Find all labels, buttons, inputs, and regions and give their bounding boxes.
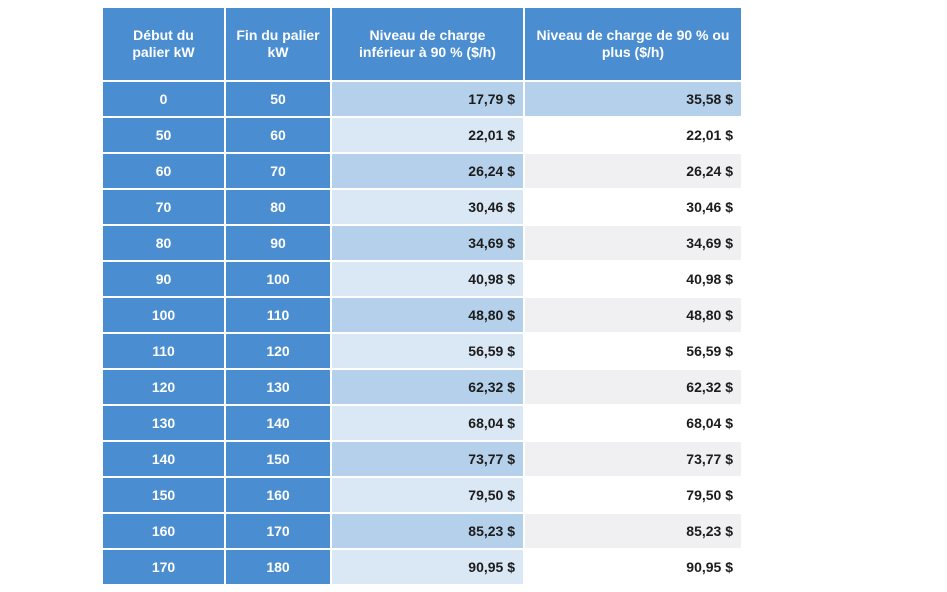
tier-start-cell: 50 [103,118,226,154]
rate-90-plus-cell: 40,98 $ [525,262,741,298]
tier-start-cell: 120 [103,370,226,406]
header-tier-end: Fin du palier kW [226,8,332,82]
rate-90-plus-cell: 62,32 $ [525,370,741,406]
header-tier-start: Début du palier kW [103,8,226,82]
tier-start-cell: 140 [103,442,226,478]
tier-end-cell: 60 [226,118,332,154]
table-header: Début du palier kW Fin du palier kW Nive… [103,8,741,82]
tier-end-cell: 110 [226,298,332,334]
rate-below-90-cell: 34,69 $ [332,226,525,262]
rate-90-plus-cell: 90,95 $ [525,550,741,586]
rate-below-90-cell: 68,04 $ [332,406,525,442]
table-body: 0 50 17,79 $35,58 $50 60 22,01 $22,01 $60 70 2… [103,82,741,586]
rate-below-90-cell: 73,77 $ [332,442,525,478]
tier-end-cell: 160 [226,478,332,514]
tier-start-cell: 150 [103,478,226,514]
tier-end-cell: 140 [226,406,332,442]
table-row: 120 130 62,32 $62,32 $ [103,370,741,406]
rate-below-90-cell: 17,79 $ [332,82,525,118]
tier-start-cell: 110 [103,334,226,370]
table-row: 160 170 85,23 $85,23 $ [103,514,741,550]
rate-90-plus-cell: 85,23 $ [525,514,741,550]
rate-below-90-cell: 79,50 $ [332,478,525,514]
rate-below-90-cell: 56,59 $ [332,334,525,370]
tier-end-cell: 80 [226,190,332,226]
table-row: 80 90 34,69 $34,69 $ [103,226,741,262]
tier-start-cell: 0 [103,82,226,118]
table-row: 170 180 90,95 $90,95 $ [103,550,741,586]
tier-end-cell: 150 [226,442,332,478]
tier-end-cell: 180 [226,550,332,586]
tier-start-cell: 60 [103,154,226,190]
table-row: 130 140 68,04 $68,04 $ [103,406,741,442]
tier-end-cell: 70 [226,154,332,190]
rate-below-90-cell: 30,46 $ [332,190,525,226]
rate-below-90-cell: 90,95 $ [332,550,525,586]
table-row: 60 70 26,24 $26,24 $ [103,154,741,190]
rate-90-plus-cell: 79,50 $ [525,478,741,514]
rate-90-plus-cell: 48,80 $ [525,298,741,334]
table-row: 140 150 73,77 $73,77 $ [103,442,741,478]
rate-90-plus-cell: 56,59 $ [525,334,741,370]
tier-start-cell: 170 [103,550,226,586]
rate-below-90-cell: 85,23 $ [332,514,525,550]
header-row: Début du palier kW Fin du palier kW Nive… [103,8,741,82]
header-rate-below-90: Niveau de charge inférieur à 90 % ($/h) [332,8,525,82]
tier-start-cell: 130 [103,406,226,442]
table-row: 0 50 17,79 $35,58 $ [103,82,741,118]
tier-end-cell: 50 [226,82,332,118]
table-row: 100 110 48,80 $48,80 $ [103,298,741,334]
table-row: 150 160 79,50 $79,50 $ [103,478,741,514]
rate-90-plus-cell: 68,04 $ [525,406,741,442]
rate-90-plus-cell: 30,46 $ [525,190,741,226]
table-row: 70 80 30,46 $30,46 $ [103,190,741,226]
tier-start-cell: 80 [103,226,226,262]
rate-below-90-cell: 62,32 $ [332,370,525,406]
rate-table: Début du palier kW Fin du palier kW Nive… [103,8,741,586]
tier-start-cell: 70 [103,190,226,226]
rate-below-90-cell: 26,24 $ [332,154,525,190]
tier-end-cell: 90 [226,226,332,262]
table-row: 90 100 40,98 $40,98 $ [103,262,741,298]
tier-end-cell: 100 [226,262,332,298]
rate-below-90-cell: 22,01 $ [332,118,525,154]
rate-90-plus-cell: 35,58 $ [525,82,741,118]
tier-end-cell: 120 [226,334,332,370]
header-rate-90-plus: Niveau de charge de 90 % ou plus ($/h) [525,8,741,82]
tier-start-cell: 100 [103,298,226,334]
tier-end-cell: 130 [226,370,332,406]
rate-90-plus-cell: 73,77 $ [525,442,741,478]
table-row: 50 60 22,01 $22,01 $ [103,118,741,154]
table-row: 110 120 56,59 $56,59 $ [103,334,741,370]
rate-90-plus-cell: 26,24 $ [525,154,741,190]
rate-90-plus-cell: 22,01 $ [525,118,741,154]
rate-below-90-cell: 40,98 $ [332,262,525,298]
tier-start-cell: 90 [103,262,226,298]
tier-end-cell: 170 [226,514,332,550]
rate-below-90-cell: 48,80 $ [332,298,525,334]
tier-start-cell: 160 [103,514,226,550]
rate-90-plus-cell: 34,69 $ [525,226,741,262]
